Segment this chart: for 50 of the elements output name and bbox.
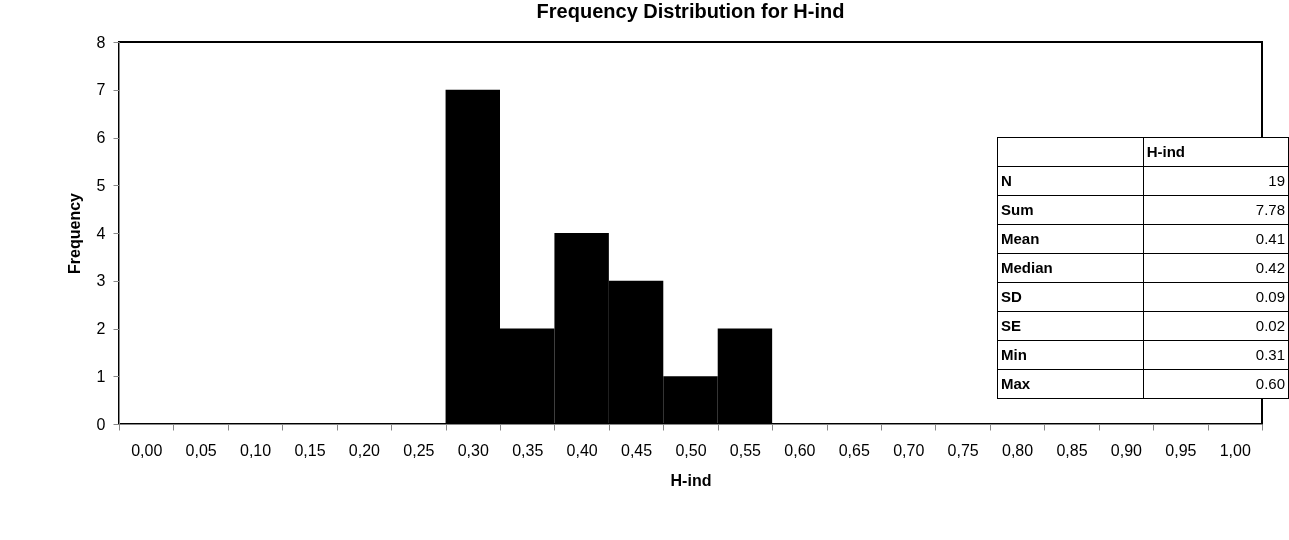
- annotation: Median: [997, 253, 1144, 283]
- y-tick-label: 1: [96, 367, 106, 385]
- x-tick-label: 0,80: [1002, 441, 1034, 459]
- annotation: 0.02: [1143, 311, 1289, 341]
- annotation: Sum: [997, 195, 1144, 225]
- x-tick-label: 0,40: [566, 441, 598, 459]
- x-tick-label: 0,10: [240, 441, 272, 459]
- annotation: 7.78: [1143, 195, 1289, 225]
- y-tick-label: 8: [96, 33, 106, 51]
- y-tick-label: 6: [96, 129, 106, 146]
- y-tick-label: 2: [96, 320, 106, 337]
- text: 19: [1143, 166, 1289, 196]
- annotation: Min: [997, 340, 1144, 370]
- x-tick-label: 0,95: [1165, 441, 1197, 459]
- annotation: H-ind: [1143, 137, 1289, 167]
- x-tick-label: 0,35: [512, 441, 544, 459]
- x-tick-label: 0,85: [1056, 441, 1088, 459]
- annotation: N: [997, 166, 1144, 196]
- x-tick-label: 0,90: [1110, 441, 1143, 459]
- x-tick-label: 0,55: [729, 441, 762, 459]
- y-tick-label: 3: [96, 272, 106, 290]
- annotation: SE: [997, 311, 1144, 341]
- y-tick-label: 4: [96, 224, 106, 242]
- x-tick-label: 0,75: [947, 441, 979, 459]
- annotation: Max: [997, 369, 1144, 399]
- y-axis-title: Frequency: [65, 192, 83, 274]
- x-tick-label: 0,50: [675, 441, 707, 459]
- x-tick-label: 0,60: [784, 441, 816, 459]
- x-tick-label: 0,00: [131, 441, 163, 459]
- annotation: 0.60: [1143, 369, 1289, 399]
- annotation: 0.31: [1143, 340, 1289, 370]
- x-tick-label: 0,05: [185, 441, 217, 459]
- x-tick-label: 0,15: [294, 441, 326, 459]
- y-tick-label: 7: [96, 81, 106, 99]
- x-tick-label: 0,25: [403, 441, 435, 459]
- annotation: 0.09: [1143, 282, 1289, 312]
- x-tick-label: 0,70: [893, 441, 925, 459]
- annotation: SD: [997, 282, 1144, 312]
- x-tick-label: 0,20: [348, 441, 381, 459]
- x-tick-label: 0,45: [621, 441, 653, 459]
- y-tick-label: 5: [96, 176, 106, 194]
- annotation: 0.41: [1143, 224, 1289, 254]
- x-tick-label: 0,30: [457, 441, 489, 459]
- x-tick-label: 1,00: [1219, 441, 1251, 459]
- x-tick-label: 0,65: [838, 441, 870, 459]
- annotation: 0.42: [1143, 253, 1289, 283]
- chart-title: Frequency Distribution for H-ind: [536, 0, 845, 22]
- x-axis-title: H-ind: [670, 471, 712, 489]
- annotation: Mean: [997, 224, 1144, 254]
- y-tick-label: 0: [96, 415, 106, 433]
